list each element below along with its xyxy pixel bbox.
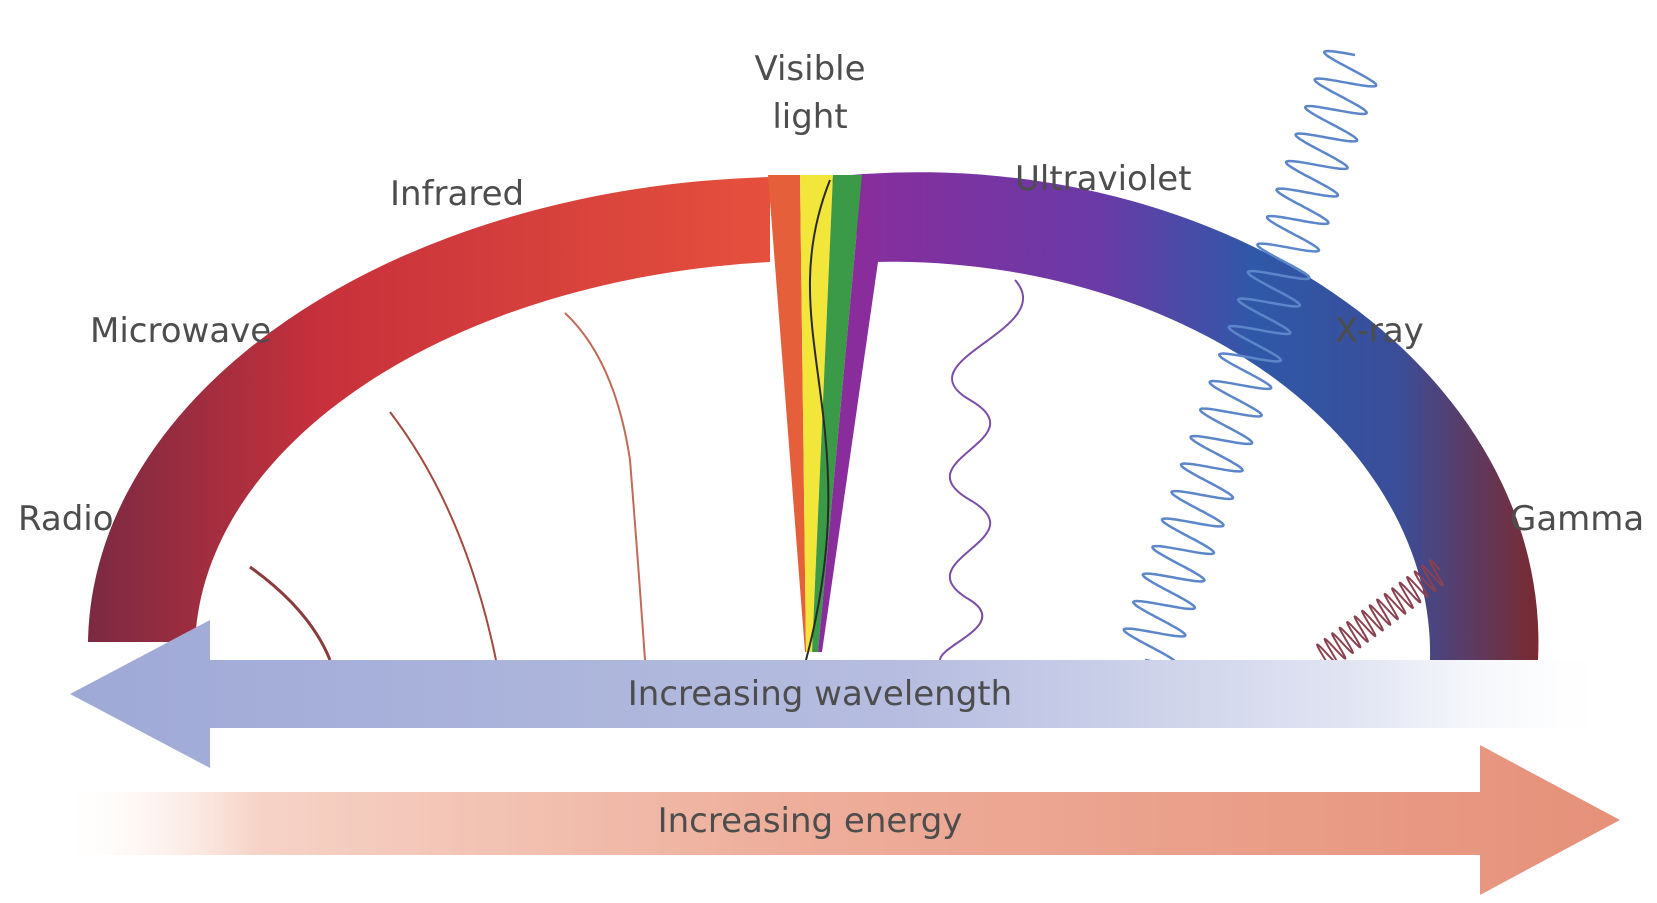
label-visible-line2: light — [772, 97, 847, 137]
visible-wedge-green — [812, 175, 862, 652]
label-increasing-wavelength: Increasing wavelength — [628, 674, 1012, 714]
visible-wedge-yellow — [800, 175, 833, 652]
label-ultraviolet: Ultraviolet — [1015, 159, 1192, 199]
infrared-wave — [564, 312, 646, 661]
visible-wave — [805, 179, 831, 661]
visible-wedge-red — [768, 175, 806, 652]
energy-arrow — [70, 745, 1620, 895]
wavelength-arrow — [70, 620, 1600, 768]
visible-wedge-violet — [818, 175, 878, 652]
label-microwave: Microwave — [90, 311, 271, 351]
ultraviolet-wave — [939, 279, 1025, 661]
radio-wave — [249, 565, 332, 661]
label-visible-line1: Visible — [754, 49, 865, 89]
microwave-wave — [389, 411, 497, 661]
label-increasing-energy: Increasing energy — [658, 801, 963, 841]
label-gamma: Gamma — [1510, 499, 1644, 539]
label-infrared: Infrared — [390, 174, 524, 214]
xray-wave — [1122, 49, 1378, 666]
arc-long-wavelength-band — [88, 177, 770, 642]
label-radio: Radio — [18, 499, 114, 539]
gamma-wave — [1316, 559, 1444, 671]
arc-short-wavelength-band — [830, 172, 1539, 660]
label-xray: X-ray — [1335, 311, 1424, 351]
